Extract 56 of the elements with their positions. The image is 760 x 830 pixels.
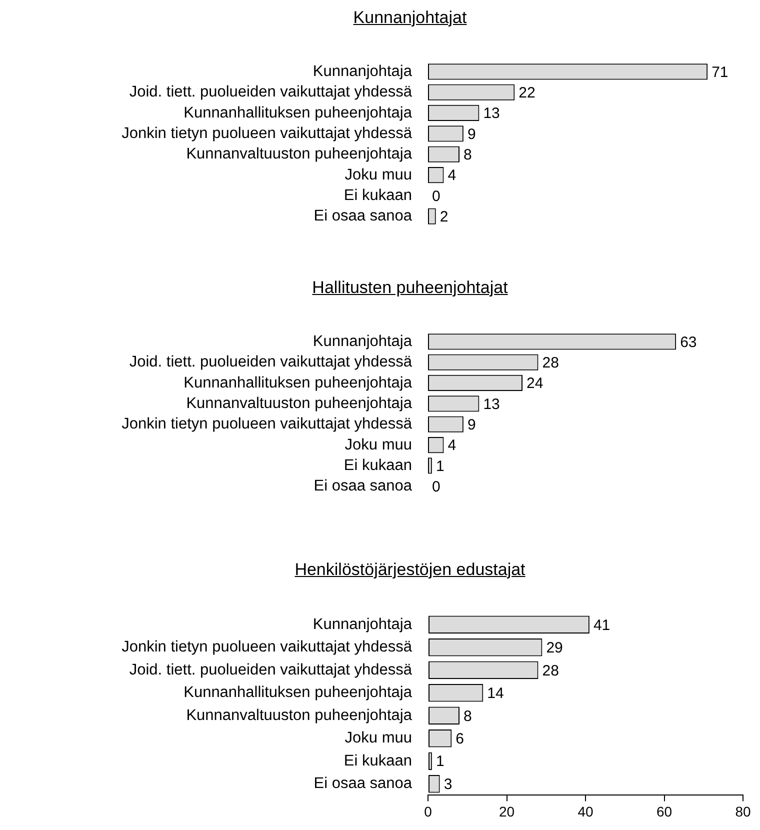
data-label: 4: [448, 437, 456, 454]
y-tick-label: Jonkin tietyn puolueen vaikuttajat yhdessä: [122, 416, 412, 433]
data-label: 41: [593, 616, 610, 634]
y-tick-label: Ei kukaan: [344, 456, 412, 474]
y-tick-label: Kunnanhallituksen puheenjohtaja: [184, 374, 412, 392]
y-tick-label: Ei kukaan: [344, 186, 412, 204]
y-tick-label: Kunnanjohtaja: [312, 62, 412, 80]
data-label: 63: [680, 334, 697, 351]
data-label: 14: [487, 685, 504, 702]
data-label: 6: [456, 730, 464, 748]
y-tick-label: Kunnanvaltuuston puheenjohtaja: [186, 146, 412, 163]
data-label: 28: [542, 354, 559, 372]
data-label: 1: [436, 753, 444, 770]
data-label: 8: [464, 708, 472, 725]
data-label: 9: [467, 416, 476, 434]
y-tick-label: Joid. tiett. puolueiden vaikuttajat yhdessä: [129, 661, 412, 678]
y-tick-label: Kunnanvaltuuston puheenjohtaja: [186, 394, 412, 412]
data-label: 8: [464, 146, 472, 164]
x-tick-label: 0: [424, 803, 432, 820]
x-tick-label: 60: [656, 803, 672, 820]
data-label: 2: [440, 208, 448, 226]
y-tick-label: Jonkin tietyn puolueen vaikuttajat yhdessä: [122, 638, 412, 656]
y-tick-label: Kunnanhallituksen puheenjohtaja: [184, 104, 412, 122]
data-label: 4: [448, 167, 456, 184]
y-tick-label: Joid. tiett. puolueiden vaikuttajat yhdessä: [129, 354, 412, 371]
x-tick-label: 20: [498, 803, 515, 820]
y-tick-label: Kunnanjohtaja: [312, 616, 412, 633]
data-label: 24: [526, 375, 544, 392]
data-label: 0: [432, 188, 440, 205]
y-tick-label: Kunnanvaltuuston puheenjohtaja: [186, 706, 412, 724]
data-label: 13: [483, 396, 500, 413]
data-label: 13: [483, 105, 500, 122]
chart-title: Hallitusten puheenjohtajat: [311, 278, 509, 298]
y-tick-label: Jonkin tietyn puolueen vaikuttajat yhdessä: [122, 124, 412, 142]
chart-title: Kunnanjohtajat: [352, 8, 468, 28]
data-label: 3: [444, 776, 452, 793]
y-tick-label: Kunnanhallituksen puheenjohtaja: [184, 684, 412, 702]
y-tick-label: Ei kukaan: [344, 752, 412, 770]
y-tick-label: Kunnanjohtaja: [312, 332, 412, 350]
chart-title: Henkilöstöjärjestöjen edustajat: [294, 560, 526, 580]
y-tick-label: Ei osaa sanoa: [314, 478, 412, 495]
data-label: 71: [712, 64, 728, 81]
y-tick-label: Joku muu: [344, 730, 412, 747]
data-label: 22: [518, 84, 536, 102]
y-tick-label: Ei osaa sanoa: [314, 208, 412, 225]
x-tick-label: 80: [735, 803, 751, 820]
y-tick-label: Ei osaa sanoa: [314, 775, 412, 792]
y-tick-label: Joku muu: [344, 166, 412, 184]
data-label: 9: [467, 126, 476, 143]
x-tick-label: 40: [578, 803, 594, 820]
data-label: 0: [432, 478, 440, 496]
data-label: 29: [546, 640, 563, 657]
y-tick-label: Joku muu: [344, 436, 412, 454]
y-tick-label: Joid. tiett. puolueiden vaikuttajat yhdessä: [129, 84, 412, 101]
data-label: 1: [436, 458, 444, 475]
data-label: 28: [542, 662, 559, 680]
